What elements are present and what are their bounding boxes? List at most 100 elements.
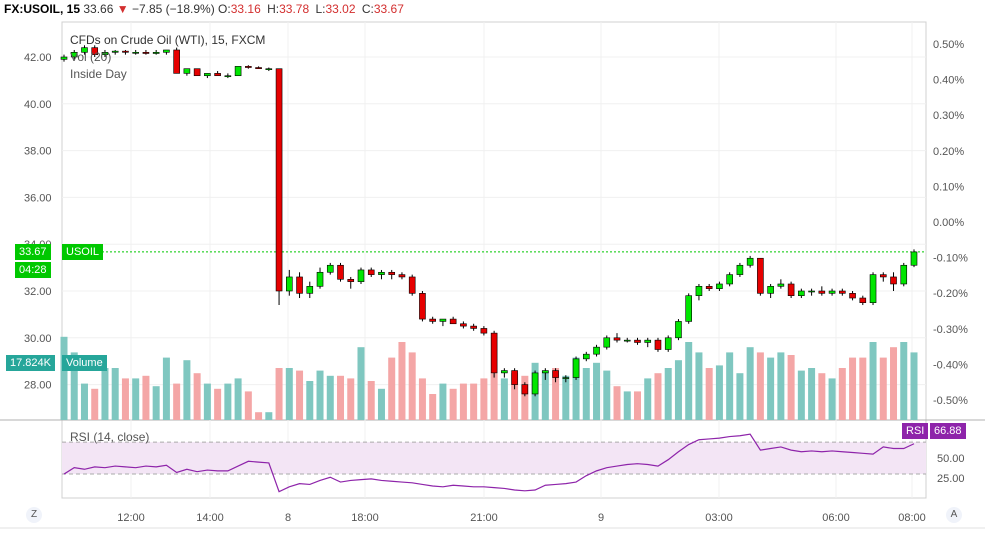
candle-body — [562, 377, 570, 379]
volume-bar — [296, 370, 304, 420]
rsi-value-badge: 66.88 — [930, 423, 966, 439]
volume-bar — [674, 360, 682, 420]
volume-bar — [439, 383, 447, 420]
zoom-button[interactable]: Z — [26, 507, 42, 523]
volume-bar — [572, 357, 580, 420]
candle-body — [111, 50, 119, 53]
volume-bar — [849, 357, 857, 420]
candle-body — [388, 271, 396, 275]
candle-body — [439, 318, 447, 322]
volume-bar — [644, 378, 652, 420]
volume-bar — [367, 381, 375, 420]
volume-bar — [408, 352, 416, 420]
volume-bar — [715, 365, 723, 420]
candle-body — [572, 358, 580, 378]
symbol-name[interactable]: FX:USOIL, 15 — [4, 2, 81, 16]
candle-body — [798, 290, 805, 296]
volume-bar — [224, 383, 232, 420]
close-label: C: — [361, 2, 374, 16]
volume-bar — [746, 347, 754, 420]
legend-volume[interactable]: Vol (20) — [70, 50, 112, 64]
volume-bar — [214, 388, 222, 420]
candle-body — [214, 73, 221, 77]
candle-body — [70, 52, 78, 58]
down-arrow-icon: ▼ — [116, 2, 129, 16]
volume-bar — [900, 342, 908, 420]
volume-bar — [306, 381, 314, 420]
volume-bar — [152, 386, 160, 420]
y-left-tick: 30.00 — [24, 333, 52, 345]
volume-bar — [337, 375, 345, 420]
chart-legend: CFDs on Crude Oil (WTI), 15, FXCM Vol (2… — [70, 32, 265, 83]
volume-bar — [521, 375, 529, 420]
candle-body — [501, 370, 508, 374]
volume-bar — [326, 375, 334, 420]
volume-bars — [60, 336, 918, 420]
rsi-tick: 25.00 — [937, 473, 965, 485]
candle-body — [275, 68, 283, 292]
legend-title[interactable]: CFDs on Crude Oil (WTI), 15, FXCM — [70, 33, 266, 47]
candle-body — [685, 295, 692, 322]
volume-bar — [593, 362, 601, 420]
candle-body — [644, 339, 652, 343]
candle-body — [746, 257, 754, 266]
auto-scale-button[interactable]: A — [946, 507, 962, 523]
volume-bar — [654, 373, 662, 420]
volume-bar — [377, 388, 385, 420]
price-change: −7.85 (−18.9%) — [131, 2, 215, 16]
y-left-tick: 28.00 — [24, 380, 52, 392]
candle-body — [265, 68, 273, 70]
chart-frame — [61, 21, 927, 499]
candle-body — [634, 339, 641, 343]
candle-body — [654, 339, 662, 350]
volume-bar — [173, 383, 181, 420]
volume-bar — [797, 370, 805, 420]
candle-body — [357, 269, 365, 282]
volume-bar — [869, 342, 877, 420]
last-price: 33.66 — [83, 2, 114, 16]
volume-bar — [500, 378, 508, 420]
rsi-legend[interactable]: RSI (14, close) — [70, 430, 150, 444]
candle-body — [470, 325, 477, 329]
volume-bar — [429, 394, 437, 420]
candle-body — [767, 286, 774, 294]
legend-inside-day[interactable]: Inside Day — [70, 67, 127, 81]
candle-body — [81, 47, 88, 53]
price-badge: 33.67 — [15, 244, 51, 260]
open-label: O: — [218, 2, 231, 16]
y-right-tick: -0.40% — [933, 359, 968, 371]
volume-bar — [603, 370, 611, 420]
volume-bar — [828, 378, 836, 420]
y-left-tick: 32.00 — [24, 286, 52, 298]
candle-body — [613, 337, 621, 341]
candle-body — [326, 264, 334, 273]
volume-bar — [162, 357, 170, 420]
candle-body — [726, 274, 733, 285]
y-left-tick: 38.00 — [24, 146, 52, 158]
volume-bar — [552, 368, 560, 420]
volume-label-badge: Volume — [62, 355, 107, 371]
rsi-label-badge: RSI — [902, 423, 929, 439]
volume-bar — [183, 360, 191, 420]
y-right-tick: 0.30% — [933, 110, 964, 122]
candle-body — [101, 52, 109, 55]
candle-body — [255, 67, 262, 69]
candle-body — [736, 264, 744, 275]
candle-body — [91, 47, 99, 55]
candle-body — [419, 293, 426, 320]
candle-body — [593, 346, 600, 355]
candle-body — [757, 257, 764, 294]
candle-body — [306, 286, 314, 294]
candle-body — [542, 370, 549, 374]
volume-bar — [705, 368, 713, 420]
volume-bar — [890, 347, 898, 420]
volume-bar — [91, 388, 99, 420]
volume-bar — [695, 352, 703, 420]
candle-body — [398, 274, 406, 278]
x-tick: 14:00 — [196, 512, 224, 524]
volume-bar — [111, 368, 119, 420]
candle-body — [705, 286, 713, 289]
candle-body — [879, 274, 887, 278]
y-right-tick: -0.30% — [933, 324, 968, 336]
